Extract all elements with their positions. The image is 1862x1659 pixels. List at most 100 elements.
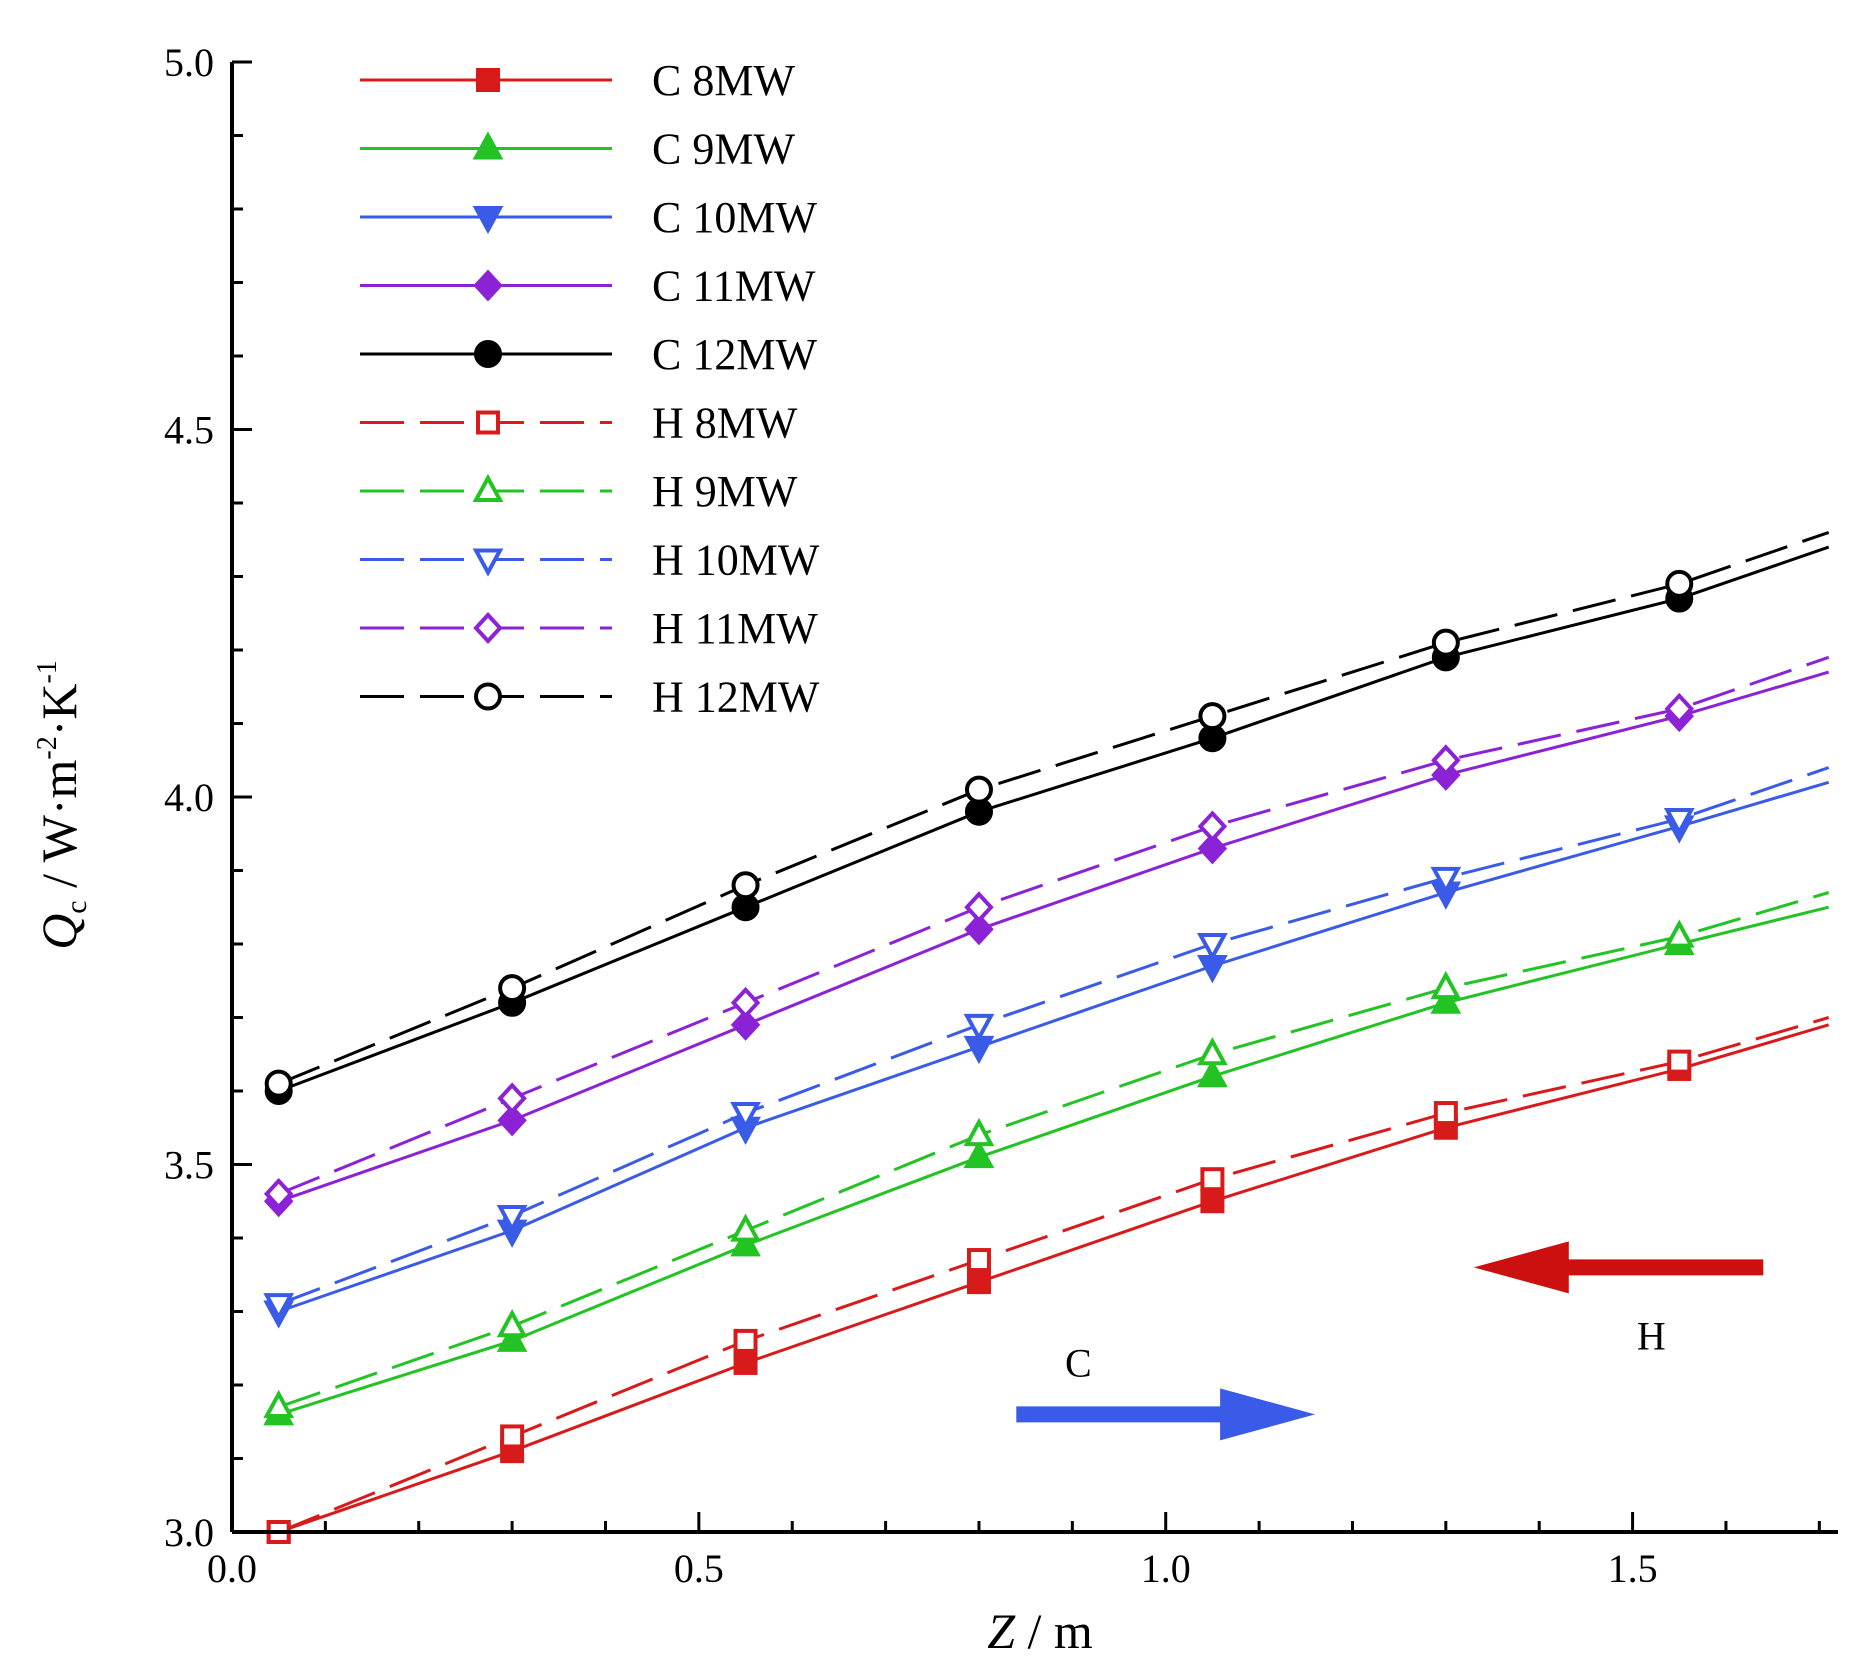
- legend-label: H 8MW: [652, 399, 798, 448]
- legend-marker: [476, 68, 500, 92]
- data-point-c-11mw: [497, 1104, 527, 1137]
- series-line-c-9mw: [278, 905, 1830, 1416]
- series-h-10mw: [263, 766, 1830, 1322]
- legend-marker: [473, 269, 503, 302]
- data-point-h-8mw: [1433, 1101, 1458, 1126]
- legend-item-c-10mw: C 10MW: [360, 193, 817, 242]
- data-point-c-8mw: [733, 1350, 758, 1375]
- data-point-h-9mw: [1430, 970, 1462, 1000]
- x-tick-label: 0.0: [207, 1546, 257, 1591]
- data-point-h-8mw: [500, 1424, 525, 1449]
- legend-label: C 10MW: [652, 193, 817, 242]
- x-tick-label: 1.0: [1141, 1546, 1191, 1591]
- series-line-h-11mw: [278, 655, 1830, 1196]
- x-axis-title: Z / m: [987, 1603, 1093, 1659]
- data-point-h-8mw: [733, 1328, 758, 1353]
- data-point-h-12mw: [498, 974, 527, 1003]
- y-tick-label: 5.0: [164, 40, 214, 85]
- data-point-h-10mw: [963, 1013, 995, 1043]
- legend-item-h-9mw: H 9MW: [360, 467, 798, 516]
- legend-item-c-11mw: C 11MW: [360, 262, 816, 311]
- legend-label: H 9MW: [652, 467, 798, 516]
- series-c-8mw: [266, 1023, 1830, 1544]
- legend-marker: [473, 612, 503, 644]
- series-line-h-10mw: [278, 766, 1830, 1306]
- legend-marker: [474, 340, 502, 368]
- series-h-12mw: [264, 530, 1830, 1098]
- data-point-h-8mw: [1200, 1167, 1225, 1192]
- y-tick-label: 3.5: [164, 1143, 214, 1188]
- data-point-h-8mw: [1667, 1049, 1692, 1074]
- legend-label: C 8MW: [652, 56, 795, 105]
- data-point-c-11mw: [964, 913, 994, 946]
- legend-label: H 12MW: [652, 673, 820, 722]
- data-point-h-9mw: [263, 1389, 295, 1419]
- data-point-h-12mw: [1198, 702, 1227, 731]
- y-tick-label: 3.0: [164, 1510, 214, 1555]
- legend-marker: [476, 410, 500, 435]
- legend-label: C 12MW: [652, 330, 817, 379]
- series-line-h-12mw: [278, 530, 1830, 1086]
- axes-layer: 0.0 0.5 1.0 1.5 3.0 3.5 4.0 4.5 5.0: [164, 40, 1838, 1591]
- legend-item-h-8mw: H 8MW: [360, 399, 798, 448]
- legend-item-h-12mw: H 12MW: [360, 673, 820, 722]
- data-point-h-10mw: [1430, 866, 1462, 896]
- data-point-c-8mw: [1200, 1189, 1225, 1214]
- series-c-11mw: [263, 670, 1830, 1218]
- legend-item-c-12mw: C 12MW: [360, 330, 817, 379]
- legend-marker: [472, 548, 504, 577]
- series-h-9mw: [263, 891, 1830, 1419]
- legend-item-h-10mw: H 10MW: [360, 536, 820, 585]
- flow-annotation-c: C: [1016, 1340, 1316, 1441]
- series-line-c-12mw: [278, 545, 1830, 1093]
- legend-label: H 10MW: [652, 536, 820, 585]
- legend-label: C 9MW: [652, 125, 795, 174]
- legend-marker: [474, 682, 502, 711]
- data-point-c-9mw: [496, 1323, 528, 1352]
- data-point-h-12mw: [264, 1069, 293, 1098]
- flow-annotation-h: H: [1473, 1241, 1764, 1358]
- legend: C 8MW C 9MW C 10MW C 11MW C 12MW H 8MW H 9MW H …: [360, 56, 820, 722]
- legend-item-c-9mw: C 9MW: [360, 125, 795, 174]
- data-point-h-11mw: [1197, 810, 1228, 843]
- data-point-h-11mw: [730, 986, 761, 1019]
- y-axis-title: Qc / W·m-2·K-1: [31, 660, 93, 950]
- data-point-h-12mw: [1431, 628, 1460, 657]
- data-point-c-11mw: [730, 1008, 761, 1041]
- series-line-c-8mw: [278, 1023, 1830, 1534]
- data-point-h-12mw: [1665, 569, 1694, 598]
- data-point-c-9mw: [1430, 985, 1462, 1014]
- flow-label-c: C: [1065, 1340, 1092, 1385]
- data-point-h-12mw: [964, 775, 993, 804]
- data-point-c-11mw: [1197, 832, 1228, 865]
- flow-arrow-right: [1016, 1388, 1316, 1441]
- data-point-h-11mw: [263, 1177, 294, 1210]
- data-point-h-10mw: [1197, 933, 1228, 962]
- data-point-h-9mw: [1197, 1037, 1228, 1066]
- legend-marker: [472, 131, 504, 160]
- y-tick-label: 4.0: [164, 775, 214, 820]
- data-point-c-9mw: [963, 1139, 995, 1169]
- legend-item-c-8mw: C 8MW: [360, 56, 795, 105]
- data-point-h-9mw: [963, 1117, 995, 1147]
- data-point-h-10mw: [263, 1293, 295, 1322]
- data-point-h-12mw: [731, 871, 760, 900]
- data-point-h-11mw: [1664, 692, 1694, 725]
- x-tick-label: 1.5: [1608, 1546, 1658, 1591]
- flow-arrow-left: [1473, 1241, 1764, 1294]
- x-tick-label: 0.5: [674, 1546, 724, 1591]
- series-c-12mw: [264, 545, 1830, 1105]
- data-point-h-8mw: [966, 1248, 991, 1273]
- data-point-h-10mw: [1663, 808, 1695, 837]
- legend-marker: [472, 206, 504, 235]
- data-point-c-9mw: [1197, 1059, 1228, 1088]
- y-tick-label: 4.5: [164, 408, 214, 453]
- series-h-8mw: [266, 1016, 1830, 1544]
- flow-label-h: H: [1637, 1313, 1666, 1358]
- series-c-10mw: [263, 780, 1830, 1329]
- legend-marker: [472, 473, 504, 502]
- series-h-11mw: [263, 655, 1830, 1210]
- data-point-h-9mw: [730, 1213, 761, 1242]
- series-line-h-8mw: [278, 1016, 1830, 1534]
